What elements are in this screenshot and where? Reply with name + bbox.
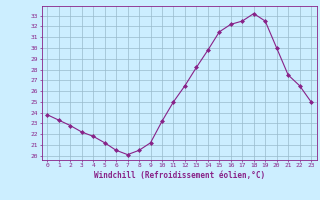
X-axis label: Windchill (Refroidissement éolien,°C): Windchill (Refroidissement éolien,°C) bbox=[94, 171, 265, 180]
